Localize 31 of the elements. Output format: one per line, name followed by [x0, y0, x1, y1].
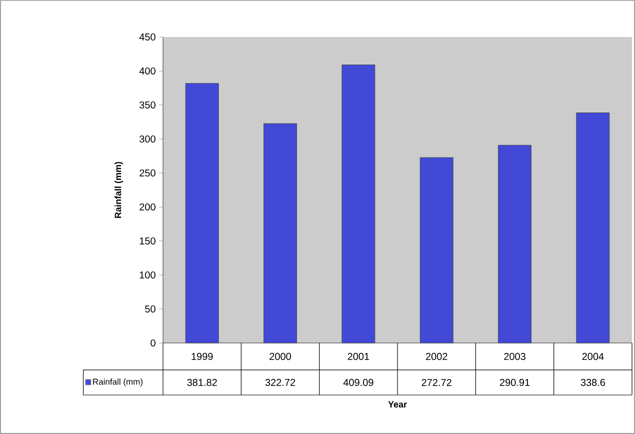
x-tick-label: 1999	[192, 352, 213, 360]
bar	[498, 144, 532, 344]
data-label: 290.91	[500, 378, 530, 386]
legend-label: Rainfall (mm)	[93, 378, 142, 386]
x-tick-label: 2003	[504, 352, 526, 360]
x-axis-title: Year	[388, 401, 407, 408]
x-tick-label: 2002	[426, 352, 448, 360]
y-tick-label: 300	[140, 135, 156, 143]
y-tick-label: 0	[150, 339, 156, 347]
bar	[342, 64, 376, 344]
x-tick-label: 2000	[270, 352, 291, 360]
y-tick-label: 150	[140, 237, 156, 245]
y-tick-label: 50	[145, 305, 156, 313]
bar	[185, 83, 219, 344]
data-label: 338.6	[580, 378, 605, 386]
bar	[420, 157, 454, 344]
bar	[264, 123, 298, 344]
y-tick-label: 450	[139, 33, 156, 41]
data-label: 381.82	[187, 378, 217, 386]
bar	[576, 112, 610, 344]
y-tick-label: 100	[140, 271, 156, 279]
x-tick-label: 2004	[582, 352, 604, 360]
data-label: 272.72	[422, 378, 452, 386]
y-tick-label: 250	[140, 169, 156, 177]
y-axis-title: Rainfall (mm)	[114, 162, 123, 218]
x-tick-label: 2001	[348, 352, 370, 360]
y-tick-label: 350	[140, 101, 156, 109]
y-tick-label: 200	[140, 203, 156, 211]
data-label: 409.09	[343, 378, 374, 386]
y-tick-label: 400	[139, 67, 156, 75]
data-label: 322.72	[265, 378, 296, 386]
